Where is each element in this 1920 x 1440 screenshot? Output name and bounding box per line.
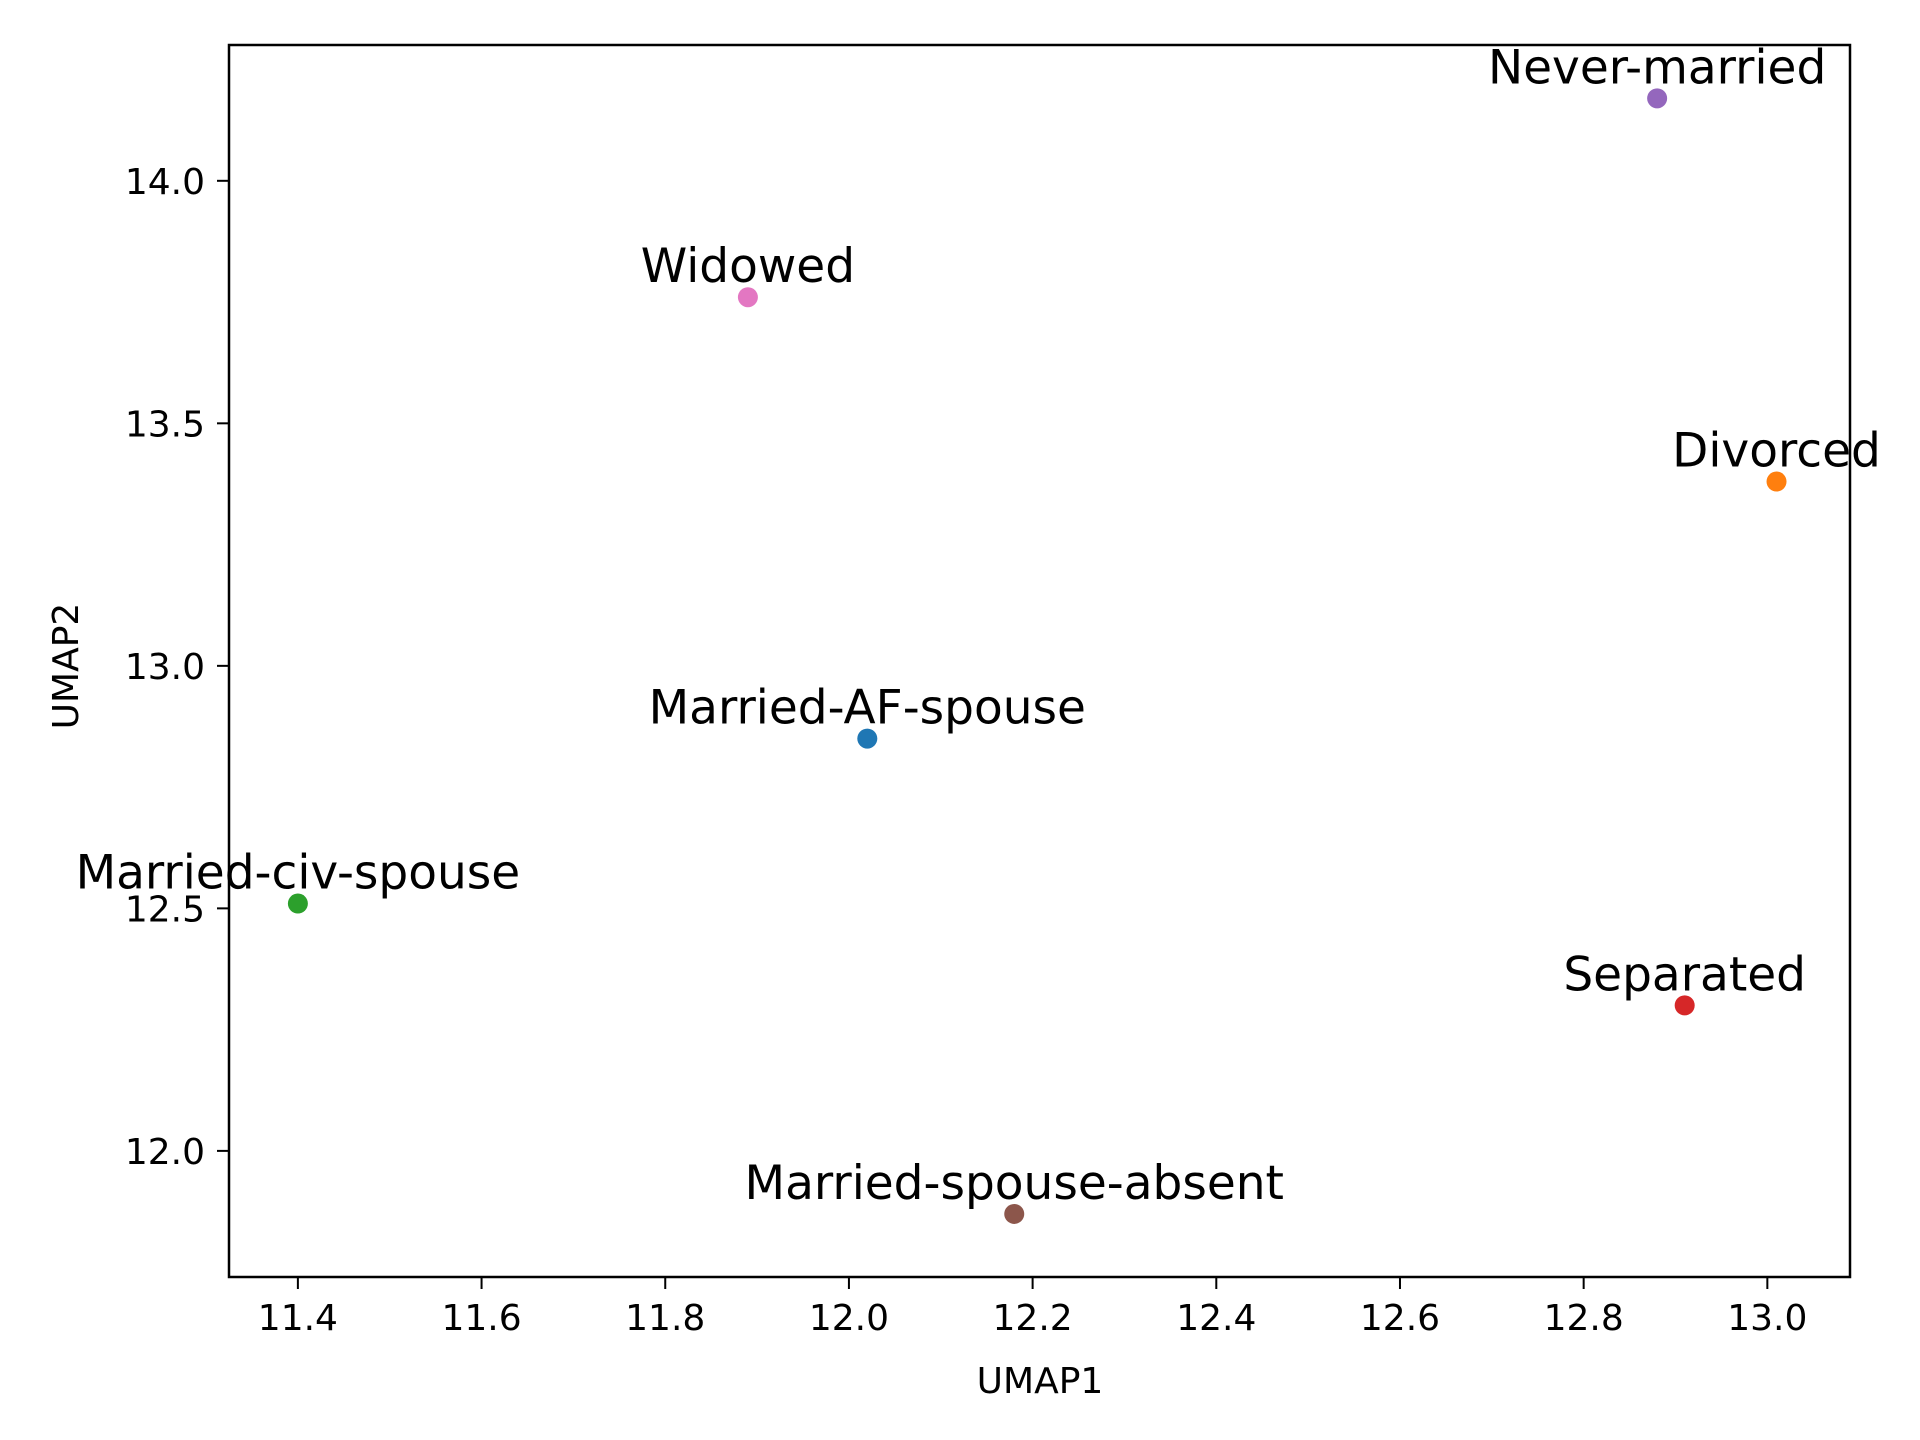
x-tick-label: 12.6 <box>1360 1298 1440 1339</box>
scatter-point <box>737 287 758 308</box>
data-points <box>287 88 1787 1224</box>
x-tick-label: 11.4 <box>258 1298 338 1339</box>
scatter-point <box>1674 995 1695 1016</box>
point-label: Widowed <box>641 239 855 294</box>
y-tick-label: 14.0 <box>125 162 205 203</box>
x-tick-label: 13.0 <box>1727 1298 1807 1339</box>
x-tick-label: 11.8 <box>625 1298 705 1339</box>
y-tick-label: 13.5 <box>125 404 205 445</box>
x-tick-label: 12.8 <box>1544 1298 1624 1339</box>
point-label: Married-AF-spouse <box>649 681 1086 736</box>
scatter-point <box>1647 88 1668 109</box>
y-axis-label: UMAP2 <box>46 603 87 730</box>
x-axis-label: UMAP1 <box>977 1361 1104 1402</box>
x-tick-label: 12.0 <box>809 1298 889 1339</box>
y-axis-ticks: 12.0 12.5 13.0 13.5 14.0 <box>125 162 229 1173</box>
scatter-point <box>1766 471 1787 492</box>
scatter-point <box>857 728 878 749</box>
x-tick-label: 11.6 <box>441 1298 521 1339</box>
y-tick-label: 12.0 <box>125 1132 205 1173</box>
point-labels: Married-AF-spouse Divorced Married-civ-spo… <box>76 40 1881 1211</box>
plot-frame <box>227 43 1852 1279</box>
point-label: Married-civ-spouse <box>76 846 521 901</box>
point-label: Never-married <box>1488 40 1826 95</box>
x-tick-label: 12.2 <box>993 1298 1073 1339</box>
y-tick-label: 12.5 <box>125 889 205 930</box>
scatter-point <box>1004 1203 1025 1224</box>
x-axis-ticks: 11.4 11.6 11.8 12.0 12.2 12.4 12.6 12.8 13.0 <box>258 1277 1807 1339</box>
y-tick-label: 13.0 <box>125 647 205 688</box>
scatter-point <box>287 893 308 914</box>
point-label: Married-spouse-absent <box>745 1156 1284 1211</box>
point-label: Separated <box>1563 947 1806 1002</box>
point-label: Divorced <box>1672 424 1881 479</box>
x-tick-label: 12.4 <box>1176 1298 1256 1339</box>
